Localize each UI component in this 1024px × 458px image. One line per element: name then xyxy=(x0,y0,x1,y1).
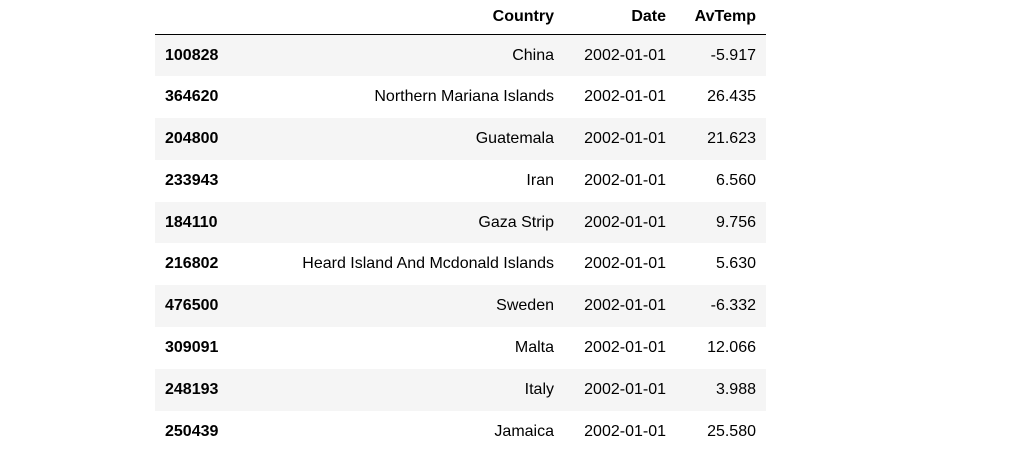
cell-date: 2002-01-01 xyxy=(584,129,666,147)
cell-avtemp: -6.332 xyxy=(710,297,756,315)
cell-avtemp: 26.435 xyxy=(707,88,756,106)
cell-country: Italy xyxy=(524,380,554,398)
row-index: 248193 xyxy=(165,380,219,398)
table-row: 309091 Malta 2002-01-01 12.066 xyxy=(155,327,766,369)
cell-date: 2002-01-01 xyxy=(584,422,666,440)
cell-avtemp: 5.630 xyxy=(715,255,756,273)
cell-country: Jamaica xyxy=(494,422,554,440)
row-index: 184110 xyxy=(165,213,218,231)
row-index: 250439 xyxy=(165,422,219,440)
cell-country: Gaza Strip xyxy=(478,213,554,231)
cell-country: Northern Mariana Islands xyxy=(374,88,554,106)
table-row: 364620 Northern Mariana Islands 2002-01-01… xyxy=(155,76,766,118)
cell-date: 2002-01-01 xyxy=(584,213,666,231)
cell-country: Guatemala xyxy=(475,129,554,147)
row-index: 204800 xyxy=(165,129,219,147)
index-header xyxy=(155,0,250,35)
cell-country: Malta xyxy=(514,338,554,356)
header-row: Country Date AvTemp xyxy=(155,0,766,35)
cell-avtemp: 21.623 xyxy=(707,129,756,147)
cell-country: Iran xyxy=(526,171,554,189)
cell-avtemp: 3.988 xyxy=(715,380,756,398)
cell-country: China xyxy=(512,46,554,64)
column-header-date: Date xyxy=(564,0,676,35)
column-header-country: Country xyxy=(250,0,564,35)
dataframe-table: Country Date AvTemp 100828 China 2002-01-0… xyxy=(155,0,766,452)
table-row: 100828 China 2002-01-01 -5.917 xyxy=(155,34,766,77)
table-row: 204800 Guatemala 2002-01-01 21.623 xyxy=(155,118,766,160)
table-row: 476500 Sweden 2002-01-01 -6.332 xyxy=(155,285,766,328)
table-row: 248193 Italy 2002-01-01 3.988 xyxy=(155,368,766,411)
cell-date: 2002-01-01 xyxy=(584,88,666,106)
row-index: 364620 xyxy=(165,88,219,106)
cell-date: 2002-01-01 xyxy=(584,255,666,273)
row-index: 476500 xyxy=(165,297,219,315)
table-row: 216802 Heard Island And Mcdonald Islands 2… xyxy=(155,243,766,285)
cell-date: 2002-01-01 xyxy=(584,338,666,356)
cell-avtemp: 12.066 xyxy=(707,338,756,356)
row-index: 309091 xyxy=(165,338,219,356)
column-header-avtemp: AvTemp xyxy=(676,0,766,35)
cell-avtemp: 6.560 xyxy=(715,171,756,189)
cell-date: 2002-01-01 xyxy=(584,171,666,189)
table-row: 184110 Gaza Strip 2002-01-01 9.756 xyxy=(155,201,766,244)
cell-avtemp: 25.580 xyxy=(707,422,756,440)
cell-date: 2002-01-01 xyxy=(584,297,666,315)
row-index: 100828 xyxy=(165,46,219,64)
cell-avtemp: 9.756 xyxy=(715,213,756,231)
cell-country: Heard Island And Mcdonald Islands xyxy=(302,255,554,273)
cell-date: 2002-01-01 xyxy=(584,380,666,398)
cell-country: Sweden xyxy=(496,297,554,315)
row-index: 216802 xyxy=(165,255,219,273)
row-index: 233943 xyxy=(165,171,219,189)
table-row: 233943 Iran 2002-01-01 6.560 xyxy=(155,160,766,202)
cell-date: 2002-01-01 xyxy=(584,46,666,64)
cell-avtemp: -5.917 xyxy=(710,46,756,64)
table-row: 250439 Jamaica 2002-01-01 25.580 xyxy=(155,411,766,453)
